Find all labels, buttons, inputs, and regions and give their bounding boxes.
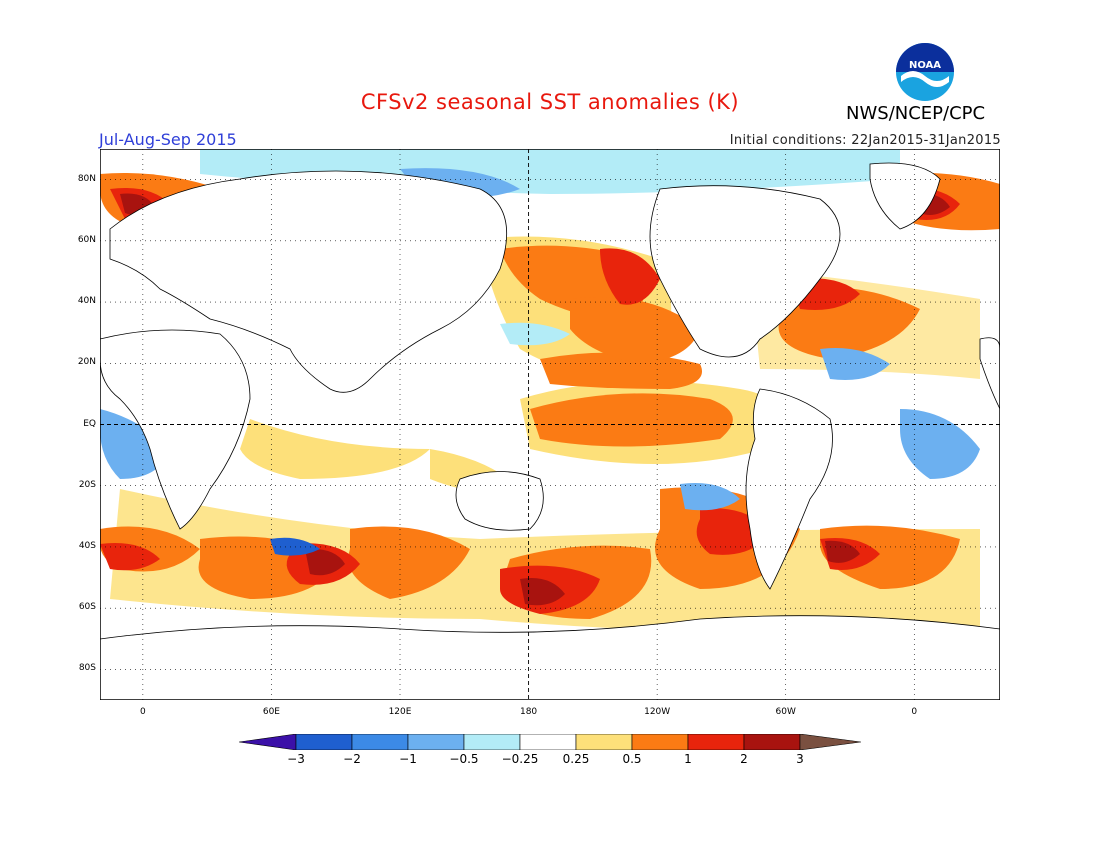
colorbar-level-label: −1 <box>399 752 417 766</box>
lon-tick-label: 120W <box>644 707 671 717</box>
lat-tick-label: 40N <box>77 296 96 307</box>
colorbar-bin <box>519 734 577 750</box>
colorbar-bin <box>575 734 633 750</box>
colorbar-level-label: 0.25 <box>562 752 590 766</box>
colorbar-level-label: 3 <box>796 752 804 766</box>
map-grid <box>100 149 1000 700</box>
initial-conditions-label: Initial conditions: 22Jan2015-31Jan2015 <box>729 133 1001 148</box>
lon-tick-label: 0 <box>139 707 146 717</box>
lon-tick-label: 120E <box>388 707 412 717</box>
sst-anomaly-map <box>100 149 1000 700</box>
lat-tick-label: 80S <box>78 663 96 674</box>
lat-tick-label: 40S <box>78 540 96 551</box>
map-title: CFSv2 seasonal SST anomalies (K) <box>360 90 740 114</box>
colorbar-level-label: 1 <box>684 752 692 766</box>
lat-tick-label: 20S <box>78 479 96 490</box>
colorbar-bin <box>631 734 689 750</box>
colorbar-bin <box>687 734 745 750</box>
colorbar-bin <box>295 734 353 750</box>
colorbar-bin <box>743 734 801 750</box>
colorbar-level-label: 2 <box>740 752 748 766</box>
lon-tick-label: 60E <box>262 707 280 717</box>
lon-tick-label: 0 <box>911 707 918 717</box>
colorbar-bin <box>351 734 409 750</box>
colorbar-level-label: −0.5 <box>449 752 479 766</box>
colorbar-level-label: 0.5 <box>622 752 642 766</box>
colorbar-level-label: −2 <box>343 752 361 766</box>
colorbar-level-label: −3 <box>287 752 305 766</box>
season-label: Jul-Aug-Sep 2015 <box>99 130 237 149</box>
colorbar-level-label: −0.25 <box>501 752 539 766</box>
lat-tick-label: 20N <box>77 357 96 368</box>
lon-tick-label: 180 <box>519 707 538 717</box>
lat-tick-label: 60S <box>78 602 96 613</box>
lon-tick-label: 60W <box>775 707 796 717</box>
lat-tick-label: 60N <box>77 234 96 245</box>
colorbar-max-extension <box>799 734 861 750</box>
colorbar <box>239 734 861 750</box>
lat-tick-label: EQ <box>83 418 96 429</box>
continent-outlines <box>100 162 1000 700</box>
agency-label: NWS/NCEP/CPC <box>846 103 986 124</box>
colorbar-min-extension <box>239 734 297 750</box>
noaa-logo-icon: NOAA <box>896 43 954 101</box>
lat-tick-label: 80N <box>77 173 96 184</box>
colorbar-bin <box>407 734 465 750</box>
noaa-logo-text: NOAA <box>909 60 941 71</box>
colorbar-bin <box>463 734 521 750</box>
